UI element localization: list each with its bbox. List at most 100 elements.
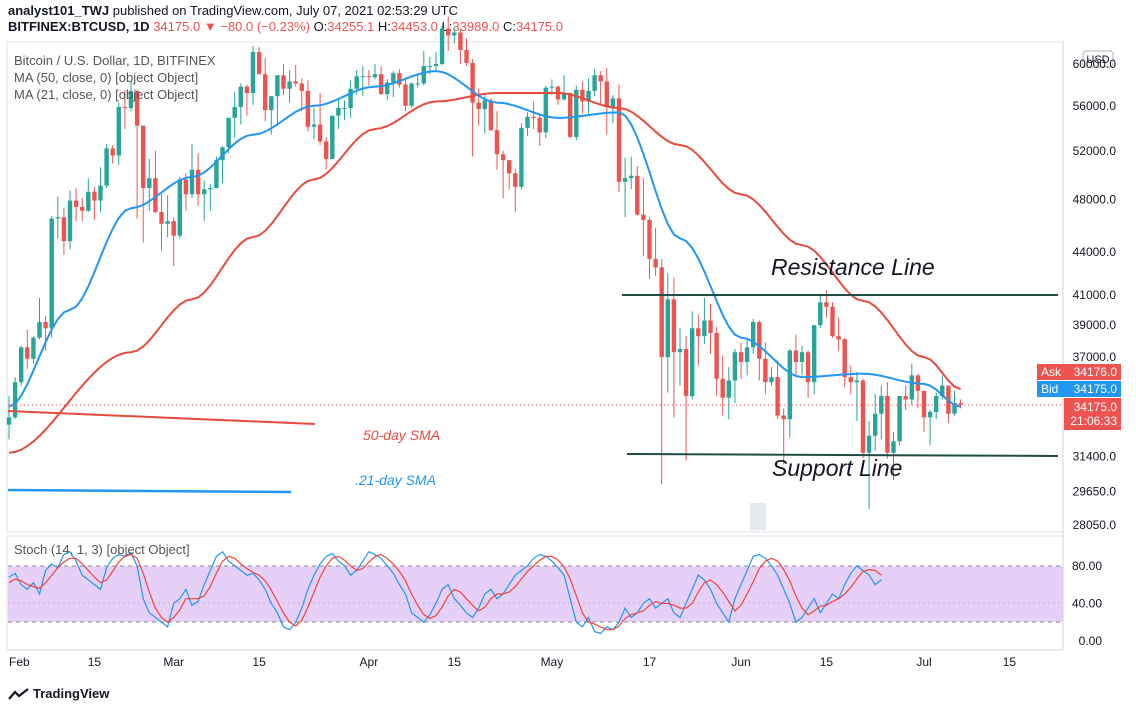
candle-body — [537, 117, 542, 133]
candle-body — [311, 124, 317, 127]
stoch-tick-label: 40.00 — [1072, 596, 1102, 610]
candle-body — [397, 73, 402, 85]
last-price-value: 34175.0 — [1074, 400, 1118, 414]
time-tick-label: 15 — [1003, 655, 1017, 669]
candle-body — [122, 106, 128, 108]
published-text: published on TradingView.com, July 07, 2… — [112, 3, 458, 18]
candle-body — [238, 86, 243, 107]
candle-body — [683, 348, 689, 397]
price-tick-label: 60000.0 — [1073, 57, 1117, 71]
candle-body — [531, 116, 536, 118]
sma50-drawing-line[interactable] — [7, 410, 316, 425]
candle-body — [464, 50, 469, 63]
candle-body — [104, 148, 109, 186]
candle-body — [604, 81, 609, 107]
bid-badge — [1037, 381, 1121, 397]
candle-body — [866, 435, 872, 453]
ma21-line — [8, 70, 961, 408]
candle-body — [360, 76, 365, 78]
candle-body — [12, 382, 18, 418]
candle-body — [616, 98, 622, 182]
candle-body — [208, 188, 213, 190]
sma50-label: 50-day SMA — [363, 427, 440, 443]
price-tick-label: 44000.0 — [1073, 245, 1117, 259]
candle-body — [427, 66, 433, 68]
support-trendline[interactable] — [626, 453, 1059, 457]
stoch-ticks: 80.00 40.00 0.00 — [1072, 559, 1102, 648]
time-tick-label: 15 — [448, 655, 462, 669]
candle-body — [610, 98, 616, 107]
legend-title: Bitcoin / U.S. Dollar, 1D, BITFINEX — [14, 53, 216, 68]
candle-body — [677, 348, 683, 353]
candle-body — [958, 403, 963, 405]
legend-ma21: MA (21, close, 0) [object Object] — [14, 87, 198, 102]
time-ticks: Feb 15 Mar 15 Apr 15 May 17 Jun 15 Jul 15 — [9, 655, 1016, 669]
candle-body — [336, 107, 341, 116]
candle-body — [202, 189, 207, 195]
candle-body — [452, 32, 457, 36]
time-tick-label: 15 — [88, 655, 102, 669]
candle-body — [696, 328, 701, 337]
candle-body — [836, 336, 841, 340]
candle-body — [665, 299, 670, 358]
candle-body — [848, 377, 853, 383]
stoch-k-line — [8, 550, 882, 635]
candle-body — [934, 396, 939, 412]
candle-body — [159, 212, 164, 224]
candle-body — [885, 396, 890, 453]
stoch-tick-label: 0.00 — [1079, 634, 1103, 648]
low-label: L: — [441, 19, 453, 34]
candle-body — [92, 191, 97, 201]
last-price-badge — [1064, 398, 1121, 430]
candle-body — [494, 130, 500, 155]
candle-body — [598, 75, 603, 82]
time-marker — [750, 503, 766, 530]
candle-body — [67, 200, 73, 242]
footer-brand[interactable]: TradingView — [8, 686, 109, 701]
ask-value: 34176.0 — [1074, 365, 1118, 379]
candle-body — [195, 169, 201, 195]
price-tick-label: 37000.0 — [1073, 350, 1117, 364]
chart-header: analyst101_TWJ published on TradingView.… — [8, 3, 563, 35]
candle-body — [659, 267, 664, 358]
candle-body — [940, 385, 945, 397]
candle-body — [220, 147, 225, 161]
candle-body — [372, 74, 378, 78]
open-label: O: — [313, 19, 328, 34]
price-tick-label: 28050.0 — [1073, 518, 1117, 532]
candle-body — [775, 377, 780, 416]
candle-body — [299, 83, 304, 91]
candle-body — [324, 141, 329, 159]
candle-body — [269, 96, 274, 111]
candle-body — [751, 322, 756, 348]
stoch-tick-label: 80.00 — [1072, 559, 1102, 573]
price-tick-label: 29650.0 — [1073, 484, 1117, 498]
price-change: −80.0 (−0.23%) — [220, 19, 310, 34]
time-tick-label: May — [541, 655, 564, 669]
candle-body — [580, 89, 585, 102]
candle-body — [141, 125, 146, 189]
candle-body — [165, 221, 170, 224]
sma21-drawing-line[interactable] — [7, 488, 292, 494]
publisher-name[interactable]: analyst101_TWJ — [8, 3, 110, 18]
ma50-line — [8, 92, 961, 454]
candle-body — [98, 185, 103, 201]
currency-badge[interactable] — [1082, 50, 1114, 68]
time-tick-label: 15 — [820, 655, 834, 669]
price-tick-label: 31400.0 — [1073, 450, 1117, 464]
candle-body — [348, 88, 353, 108]
candle-body — [903, 396, 908, 400]
candle-body — [116, 106, 121, 156]
candle-body — [708, 320, 713, 334]
candle-body — [641, 214, 646, 220]
candle-body — [519, 127, 524, 187]
candle-body — [921, 390, 927, 418]
candle-body — [671, 299, 677, 353]
candle-body — [476, 102, 481, 110]
candles-group — [6, 16, 963, 510]
price-tick-label: 56000.0 — [1073, 99, 1117, 113]
high-value: 34453.0 — [390, 19, 438, 34]
candle-body — [799, 352, 805, 363]
candle-body — [385, 82, 390, 95]
